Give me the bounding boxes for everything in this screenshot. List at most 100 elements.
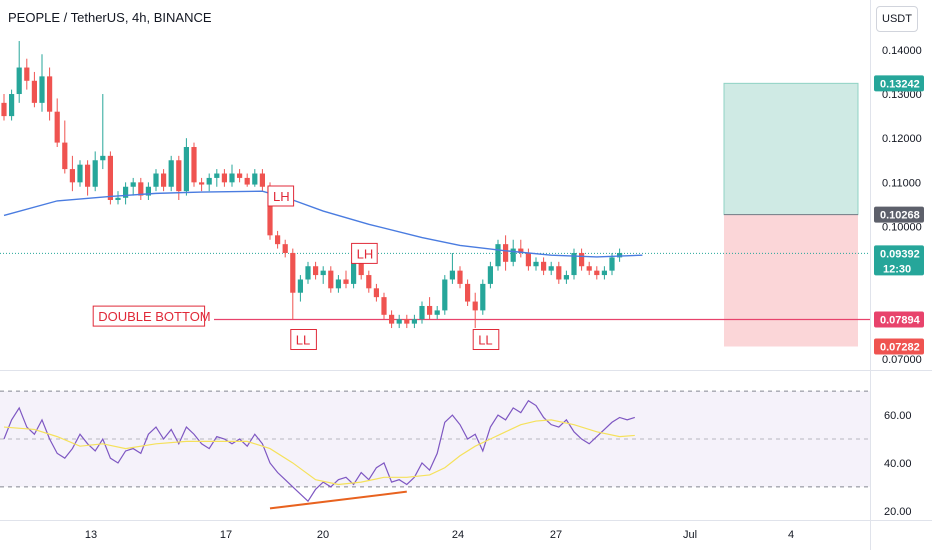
price-tick-label: 0.13000: [882, 89, 922, 101]
currency-button[interactable]: USDT: [876, 6, 918, 32]
rsi-line: [3, 399, 635, 503]
entry-price-tag: 0.10268: [880, 210, 920, 222]
divergence-line: [269, 490, 407, 510]
candle: [617, 248, 623, 262]
candle: [457, 266, 463, 289]
candle: [275, 230, 281, 249]
candle-body: [214, 173, 220, 178]
candle-body: [62, 142, 68, 170]
candle-body: [199, 182, 205, 185]
annotation-label: LH: [273, 189, 290, 204]
candle-body: [244, 177, 250, 185]
candle: [396, 314, 402, 329]
candle-body: [123, 186, 129, 198]
candle: [297, 275, 303, 302]
candle: [115, 191, 121, 205]
candle-body: [427, 305, 433, 315]
annotation-label: LL: [296, 333, 310, 348]
candle-body: [275, 235, 281, 245]
candle-body: [366, 275, 372, 289]
candle: [145, 182, 151, 200]
candle-body: [313, 266, 319, 276]
candle-body: [252, 173, 258, 185]
candle: [328, 266, 334, 293]
candle-body: [579, 252, 585, 267]
annotation-box: [290, 329, 317, 351]
candle-body: [373, 288, 379, 298]
candle: [237, 169, 243, 183]
candle-body: [77, 164, 83, 183]
chart-title: PEOPLE / TetherUS, 4h, BINANCE: [8, 10, 212, 25]
candle-body: [107, 155, 113, 200]
candle: [138, 177, 144, 200]
candle-body: [434, 310, 440, 315]
candle: [54, 98, 60, 148]
candle-body: [351, 261, 357, 284]
target-price-tag: 0.13242: [880, 78, 920, 90]
candle-body: [465, 283, 471, 302]
candle-body: [396, 319, 402, 324]
candle: [579, 248, 585, 271]
candle-body: [47, 76, 53, 112]
candle-body: [533, 261, 539, 267]
candle-body: [282, 244, 288, 253]
candle: [427, 297, 433, 320]
candle: [31, 71, 37, 108]
candle: [244, 173, 250, 187]
candle-body: [130, 182, 136, 187]
candle-body: [183, 147, 189, 192]
time-tick-label: 17: [220, 529, 232, 541]
candle-body: [24, 67, 30, 81]
price-tick-label: 0.07000: [882, 354, 922, 366]
candle: [510, 239, 516, 267]
candle-body: [389, 314, 395, 324]
annotation-box: [351, 242, 378, 264]
candle: [130, 177, 136, 196]
candle-body: [320, 270, 326, 276]
candle-body: [563, 275, 569, 280]
moving-average-line: [3, 190, 643, 258]
candle-body: [457, 270, 463, 284]
stop-zone: [724, 214, 858, 347]
candle-body: [297, 279, 303, 293]
candle: [571, 248, 577, 280]
time-tick-label: 27: [550, 529, 562, 541]
candle: [503, 235, 509, 271]
candle-body: [495, 244, 501, 267]
candle-body: [617, 252, 623, 258]
candle: [252, 169, 258, 187]
candle-body: [16, 67, 22, 95]
candle-body: [335, 279, 341, 289]
candle-body: [358, 261, 364, 276]
candle-body: [594, 270, 600, 276]
candle: [556, 261, 562, 284]
candle: [419, 301, 425, 324]
candle-body: [328, 270, 334, 289]
candle-body: [305, 266, 311, 280]
entry-price-tag-bg: [874, 206, 924, 223]
current-price-tag-bg: [874, 245, 924, 276]
candle-body: [115, 197, 121, 200]
candle: [465, 279, 471, 306]
candle: [541, 257, 547, 276]
candle: [343, 270, 349, 289]
candle: [9, 89, 15, 121]
candle: [472, 292, 478, 329]
candle: [69, 155, 75, 192]
candle-body: [586, 266, 592, 271]
candle: [495, 239, 501, 271]
candle: [373, 283, 379, 302]
candle-body: [541, 261, 547, 271]
candle: [586, 261, 592, 276]
candle-body: [449, 270, 455, 280]
candle-body: [54, 111, 60, 143]
candle: [107, 151, 113, 205]
candle-body: [237, 173, 243, 178]
candle: [449, 252, 455, 284]
target-price-tag-bg: [874, 75, 924, 92]
price-tick-label: 0.10000: [882, 221, 922, 233]
candle: [16, 41, 22, 103]
candle-body: [31, 80, 37, 103]
candle-body: [510, 248, 516, 262]
